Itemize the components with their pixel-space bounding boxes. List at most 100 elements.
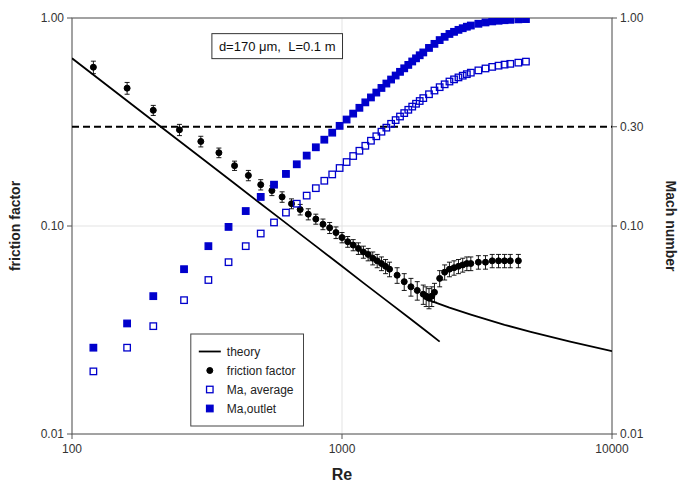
page: {"chart_data": { "type": "scatter", "xla… (0, 0, 684, 490)
y-axis-label: friction factor (7, 180, 23, 271)
point (90, 368, 97, 375)
point (468, 22, 475, 29)
point (408, 284, 414, 290)
point (414, 287, 420, 293)
point (333, 230, 339, 236)
y-tick-label: 1.00 (41, 11, 65, 25)
series-2 (90, 58, 529, 374)
error-bar (508, 254, 513, 267)
point (313, 144, 320, 151)
error-bar (402, 274, 407, 291)
error-bar (232, 161, 237, 170)
series-3 (90, 18, 529, 351)
point (321, 136, 328, 143)
point (181, 297, 188, 304)
error-bar (320, 219, 325, 230)
error-bar (246, 170, 251, 180)
y2-tick (612, 18, 617, 19)
point (339, 235, 345, 241)
axes: 1001000100000.010.101.000.010.100.301.00 (41, 11, 644, 456)
error-bar (502, 254, 507, 267)
y2-tick (612, 126, 617, 127)
point (507, 61, 514, 68)
error-bar (387, 262, 392, 277)
point (431, 289, 437, 295)
error-bar (327, 222, 332, 233)
point (176, 127, 182, 133)
y2-tick-label: 1.00 (620, 11, 644, 25)
point (489, 64, 496, 71)
point (350, 110, 357, 117)
point (394, 272, 400, 278)
point (124, 320, 131, 327)
error-bar (340, 233, 345, 243)
error-bar (91, 61, 96, 73)
point (387, 266, 393, 272)
x-tick (612, 434, 613, 439)
legend-items: theoryfriction factorMa, averageMa,outle… (199, 345, 296, 416)
point (242, 208, 249, 215)
point (320, 221, 326, 227)
y2-tick-label: 0.30 (620, 120, 644, 134)
point (336, 165, 343, 172)
point (515, 59, 522, 66)
point (475, 259, 481, 265)
point (242, 243, 249, 250)
point (496, 258, 502, 264)
error-bar (125, 82, 130, 94)
point (258, 182, 264, 188)
error-bar (216, 148, 221, 158)
error-bar (258, 180, 263, 190)
point (482, 19, 489, 26)
error-bar (345, 237, 350, 248)
point (343, 116, 350, 123)
point (437, 275, 443, 281)
y-tick-label: 0.01 (41, 427, 65, 441)
point (345, 239, 351, 245)
y-tick (67, 18, 72, 19)
grid-line-y (72, 226, 612, 227)
y2-axis-label: Mach number (663, 180, 679, 272)
x-axis-label: Re (332, 466, 353, 483)
error-bar (198, 136, 203, 147)
error-bar (442, 265, 447, 280)
error-bar (468, 257, 473, 271)
point (303, 152, 310, 159)
point (90, 64, 96, 70)
theory-line (72, 58, 612, 351)
legend: theoryfriction factorMa, averageMa,outle… (191, 334, 304, 426)
legend-symbol (207, 368, 213, 374)
error-bar (395, 268, 400, 284)
point (321, 178, 328, 185)
point (313, 216, 319, 222)
point (205, 243, 212, 250)
point (216, 150, 222, 156)
point (336, 123, 343, 129)
point (515, 258, 521, 264)
error-bar (313, 214, 318, 224)
point (489, 258, 495, 264)
error-bar (408, 278, 413, 296)
point (257, 230, 264, 237)
point (225, 259, 232, 266)
error-bar (415, 282, 420, 300)
chart: 1001000100000.010.101.000.010.100.301.00… (0, 0, 684, 490)
point (502, 258, 508, 264)
point (350, 153, 357, 160)
point (482, 65, 489, 72)
x-tick (72, 434, 73, 439)
point (507, 18, 514, 23)
point (327, 225, 333, 231)
point (401, 279, 407, 285)
point (507, 258, 513, 264)
y-tick (67, 434, 72, 435)
legend-label: Ma, average (227, 383, 294, 397)
point (150, 323, 157, 330)
point (283, 209, 290, 216)
point (451, 76, 458, 83)
point (313, 185, 320, 192)
legend-label: theory (227, 345, 260, 359)
point (232, 163, 238, 169)
error-bar (490, 254, 495, 267)
annotation: d=170 μm, L=0.1 m (212, 34, 343, 59)
